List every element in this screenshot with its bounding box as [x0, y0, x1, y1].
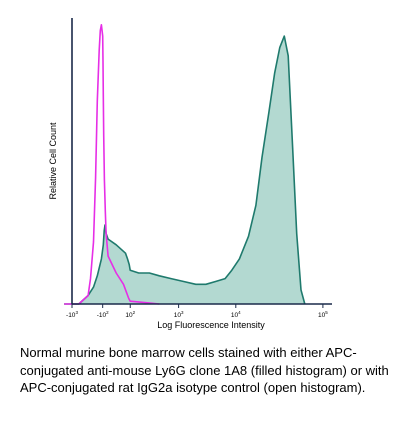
open-histogram-line	[64, 24, 160, 305]
filled-histogram-area	[64, 36, 305, 304]
figure-caption: Normal murine bone marrow cells stained …	[20, 345, 389, 395]
x-tick-label: 104	[231, 310, 241, 319]
x-ticks: -103 -102 102 103 104 105	[66, 304, 328, 319]
x-tick-label: -102	[97, 310, 109, 319]
y-axis-label: Relative Cell Count	[48, 122, 58, 200]
x-tick-label: 102	[125, 310, 135, 319]
series-layer	[64, 24, 306, 305]
x-axis-label: Log Fluorescence Intensity	[157, 320, 265, 330]
x-tick-label: 103	[174, 310, 184, 319]
x-tick-label: 105	[318, 310, 328, 319]
histogram-chart: -103 -102 102 103 104 105 Log Fluorescence In…	[48, 18, 332, 330]
x-tick-label: -103	[66, 310, 78, 319]
filled-histogram-line	[64, 35, 306, 305]
axes-layer	[71, 18, 332, 305]
